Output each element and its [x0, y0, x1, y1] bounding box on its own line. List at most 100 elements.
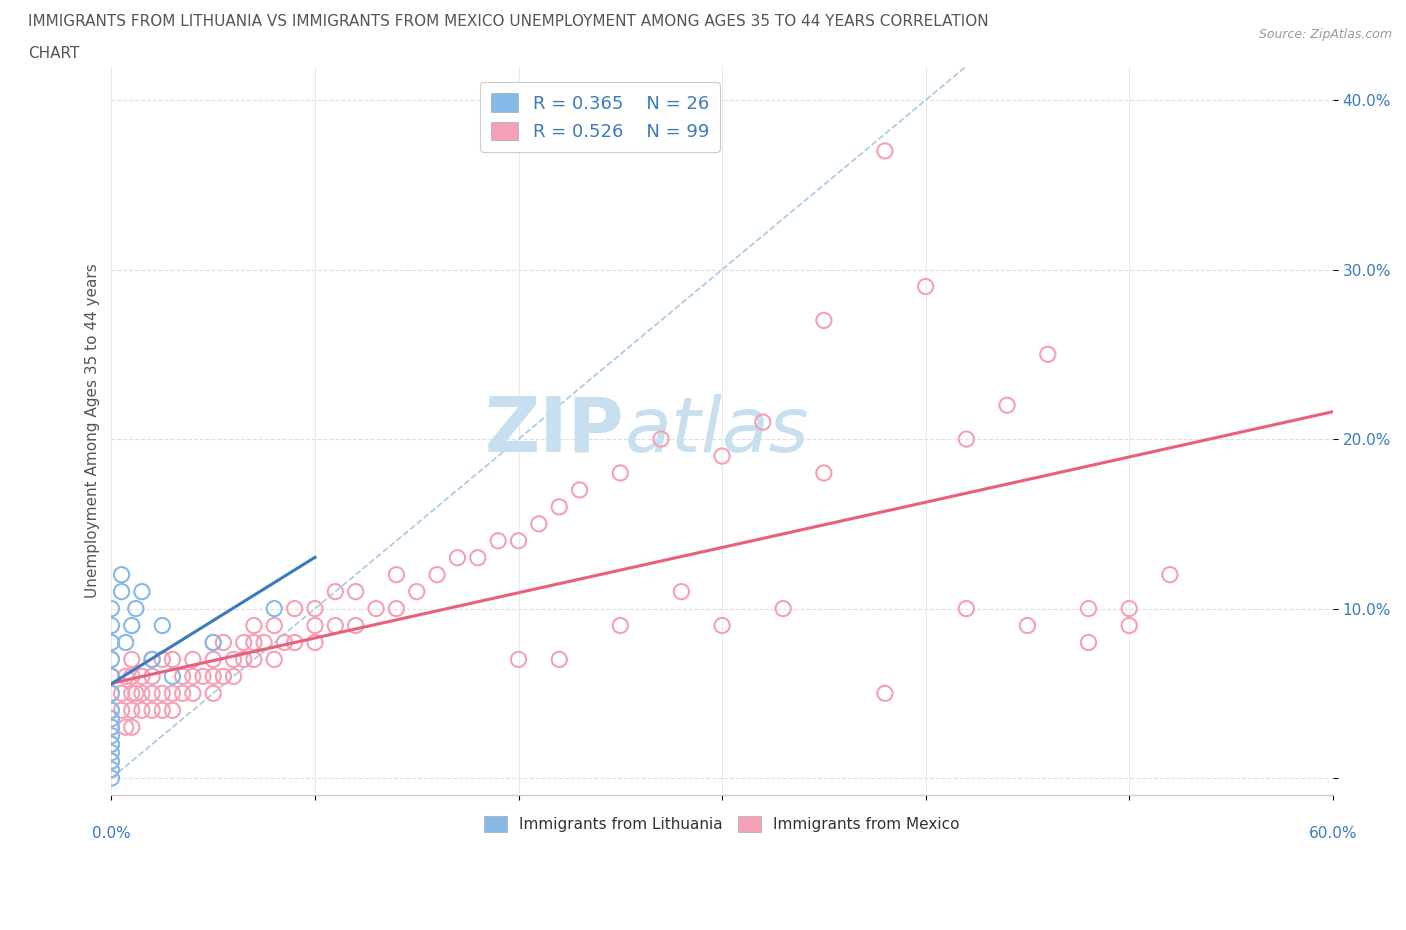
- Point: [344, 584, 367, 599]
- Point: [141, 669, 163, 684]
- Point: [100, 720, 122, 735]
- Point: [813, 313, 835, 328]
- Point: [323, 584, 346, 599]
- Point: [873, 143, 896, 158]
- Point: [191, 669, 214, 684]
- Point: [212, 635, 235, 650]
- Point: [114, 635, 136, 650]
- Point: [100, 737, 122, 751]
- Point: [141, 652, 163, 667]
- Point: [671, 584, 693, 599]
- Point: [100, 771, 122, 786]
- Point: [243, 635, 266, 650]
- Point: [243, 618, 266, 633]
- Point: [202, 635, 225, 650]
- Text: 0.0%: 0.0%: [91, 826, 131, 841]
- Point: [914, 279, 936, 294]
- Point: [711, 618, 734, 633]
- Point: [121, 703, 143, 718]
- Point: [100, 753, 122, 768]
- Point: [172, 686, 194, 701]
- Point: [232, 635, 254, 650]
- Point: [1118, 618, 1140, 633]
- Point: [813, 466, 835, 481]
- Point: [181, 652, 204, 667]
- Point: [202, 635, 225, 650]
- Point: [304, 618, 326, 633]
- Point: [100, 652, 122, 667]
- Point: [1159, 567, 1181, 582]
- Point: [121, 686, 143, 701]
- Point: [162, 703, 184, 718]
- Text: IMMIGRANTS FROM LITHUANIA VS IMMIGRANTS FROM MEXICO UNEMPLOYMENT AMONG AGES 35 T: IMMIGRANTS FROM LITHUANIA VS IMMIGRANTS …: [28, 14, 988, 29]
- Point: [131, 669, 153, 684]
- Point: [548, 652, 571, 667]
- Point: [131, 686, 153, 701]
- Point: [100, 720, 122, 735]
- Point: [1118, 601, 1140, 616]
- Point: [110, 567, 132, 582]
- Point: [1036, 347, 1059, 362]
- Point: [121, 720, 143, 735]
- Point: [405, 584, 427, 599]
- Point: [181, 686, 204, 701]
- Point: [711, 448, 734, 463]
- Point: [100, 753, 122, 768]
- Point: [1017, 618, 1039, 633]
- Text: Source: ZipAtlas.com: Source: ZipAtlas.com: [1258, 28, 1392, 41]
- Text: atlas: atlas: [624, 393, 808, 468]
- Point: [752, 415, 775, 430]
- Point: [100, 618, 122, 633]
- Point: [100, 669, 122, 684]
- Point: [150, 686, 173, 701]
- Point: [955, 601, 977, 616]
- Point: [121, 669, 143, 684]
- Point: [181, 669, 204, 684]
- Point: [995, 398, 1018, 413]
- Point: [202, 669, 225, 684]
- Point: [162, 686, 184, 701]
- Point: [385, 567, 408, 582]
- Point: [100, 763, 122, 777]
- Point: [426, 567, 449, 582]
- Point: [527, 516, 550, 531]
- Point: [222, 652, 245, 667]
- Point: [273, 635, 295, 650]
- Point: [121, 652, 143, 667]
- Point: [508, 533, 530, 548]
- Point: [202, 686, 225, 701]
- Point: [1077, 601, 1099, 616]
- Point: [100, 703, 122, 718]
- Point: [100, 745, 122, 760]
- Point: [202, 652, 225, 667]
- Point: [150, 703, 173, 718]
- Point: [284, 635, 307, 650]
- Point: [162, 652, 184, 667]
- Point: [243, 652, 266, 667]
- Point: [141, 652, 163, 667]
- Point: [467, 551, 489, 565]
- Point: [232, 652, 254, 667]
- Point: [212, 669, 235, 684]
- Point: [772, 601, 794, 616]
- Point: [150, 652, 173, 667]
- Point: [263, 618, 285, 633]
- Point: [125, 601, 148, 616]
- Point: [263, 652, 285, 667]
- Point: [100, 728, 122, 743]
- Point: [548, 499, 571, 514]
- Point: [364, 601, 387, 616]
- Point: [1077, 635, 1099, 650]
- Point: [508, 652, 530, 667]
- Point: [100, 601, 122, 616]
- Point: [125, 686, 148, 701]
- Point: [385, 601, 408, 616]
- Point: [131, 703, 153, 718]
- Point: [100, 652, 122, 667]
- Point: [253, 635, 276, 650]
- Point: [100, 686, 122, 701]
- Point: [110, 584, 132, 599]
- Point: [141, 703, 163, 718]
- Point: [100, 703, 122, 718]
- Point: [284, 601, 307, 616]
